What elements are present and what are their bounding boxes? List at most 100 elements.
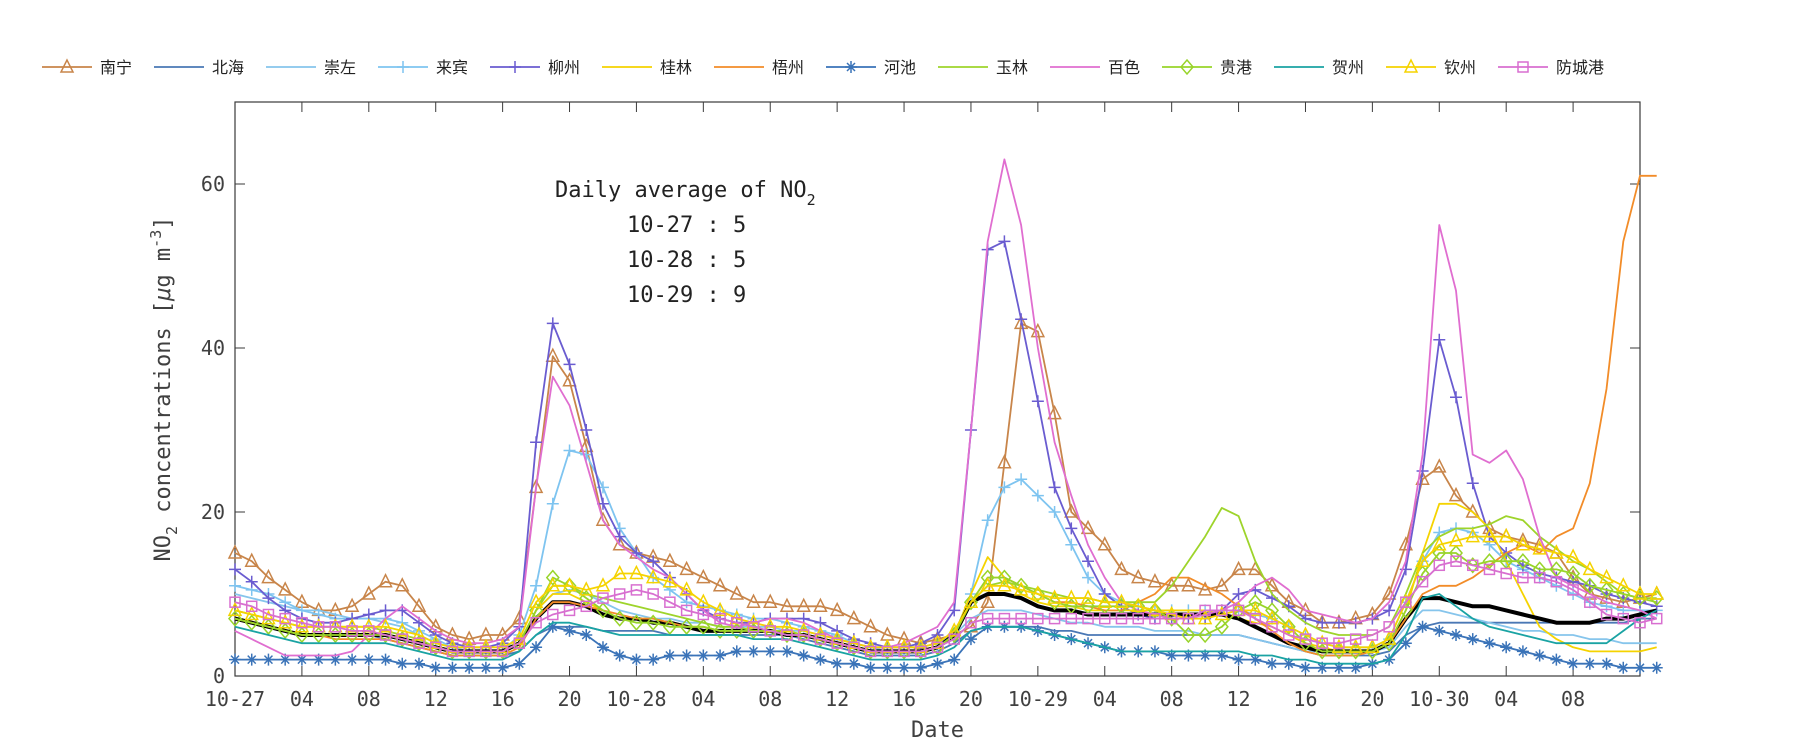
x-tick-label: 08 [758, 687, 782, 711]
data-point [864, 661, 877, 674]
data-point [379, 604, 392, 617]
data-point [1182, 649, 1195, 662]
data-point [294, 618, 310, 633]
data-point [395, 577, 410, 592]
data-point [262, 592, 275, 605]
data-point [1415, 552, 1430, 567]
data-point [1634, 616, 1646, 629]
legend-label: 崇左 [324, 58, 356, 77]
series-line [234, 158, 1658, 657]
x-tick-label: 16 [892, 687, 916, 711]
data-point [1047, 404, 1062, 420]
data-point [379, 653, 392, 666]
data-point [563, 604, 576, 617]
data-point [579, 589, 594, 607]
data-point [547, 608, 559, 621]
data-point [1567, 584, 1579, 596]
data-point [1348, 638, 1363, 654]
data-point [1232, 604, 1245, 617]
data-point [446, 661, 459, 674]
data-point [1065, 612, 1078, 625]
data-point [1264, 609, 1280, 625]
y-tick-label: 60 [201, 172, 225, 196]
data-point [595, 511, 611, 526]
data-point [1533, 649, 1546, 662]
data-point [1532, 561, 1547, 578]
data-point [1599, 581, 1614, 599]
x-tick-label: 20 [959, 687, 983, 711]
data-point [329, 653, 342, 666]
data-point [546, 497, 559, 510]
data-point [998, 612, 1011, 625]
data-point [361, 585, 377, 600]
data-point [396, 657, 409, 670]
data-point [227, 544, 243, 559]
data-point [1399, 637, 1412, 650]
data-point [1131, 597, 1146, 613]
data-point [1182, 612, 1195, 625]
data-point [546, 620, 559, 633]
data-point [931, 641, 944, 654]
data-point [1583, 657, 1596, 670]
data-point [1349, 661, 1362, 674]
data-point [629, 614, 644, 631]
data-point [963, 594, 978, 611]
data-point [244, 552, 259, 567]
data-point [1565, 548, 1581, 563]
data-point [1432, 458, 1447, 473]
x-tick-label: 10-28 [606, 687, 666, 711]
data-point [948, 633, 960, 645]
data-point [1266, 621, 1278, 633]
data-point [1014, 577, 1029, 594]
data-point [998, 481, 1011, 494]
data-point [412, 635, 426, 652]
data-point [595, 602, 610, 619]
data-point [429, 661, 442, 674]
data-point [480, 645, 492, 658]
data-point [530, 436, 543, 449]
data-point [662, 552, 678, 567]
data-point [1031, 395, 1044, 408]
data-point [1465, 527, 1480, 543]
data-point [1232, 653, 1245, 666]
data-point [998, 235, 1011, 248]
series-4 [229, 235, 1663, 654]
data-point [1283, 629, 1295, 641]
data-point [545, 577, 561, 592]
data-point [262, 608, 275, 621]
data-point [296, 616, 308, 629]
data-point [730, 645, 743, 658]
data-point [1082, 555, 1095, 568]
daily-average-annotation: Daily average of NO2 10-27 : 5 10-28 : 5… [555, 178, 816, 308]
data-point [647, 653, 660, 666]
data-point [59, 58, 75, 73]
data-point [1181, 626, 1196, 644]
series-8 [234, 506, 1657, 653]
data-point [1264, 577, 1280, 592]
data-point [630, 653, 643, 666]
data-point [595, 577, 611, 592]
x-tick-label: 20 [557, 687, 581, 711]
data-point [530, 579, 543, 592]
data-point [647, 555, 660, 568]
legend-label: 贺州 [1332, 58, 1364, 77]
data-point [413, 637, 425, 649]
data-point [1416, 620, 1429, 633]
data-point [580, 424, 593, 436]
data-point [831, 637, 843, 649]
data-point [613, 649, 626, 662]
data-point [1466, 477, 1479, 490]
legend-label: 梧州 [772, 58, 804, 77]
data-point [613, 588, 626, 600]
legend-item: 桂林 [602, 58, 692, 77]
data-point [980, 593, 995, 608]
data-point [1266, 657, 1279, 670]
data-point [1582, 560, 1598, 576]
data-point [662, 618, 677, 635]
data-point [1015, 473, 1028, 486]
data-point [829, 601, 845, 617]
data-point [697, 649, 710, 662]
data-point [1483, 563, 1496, 576]
x-tick-label: 10-27 [205, 687, 265, 711]
